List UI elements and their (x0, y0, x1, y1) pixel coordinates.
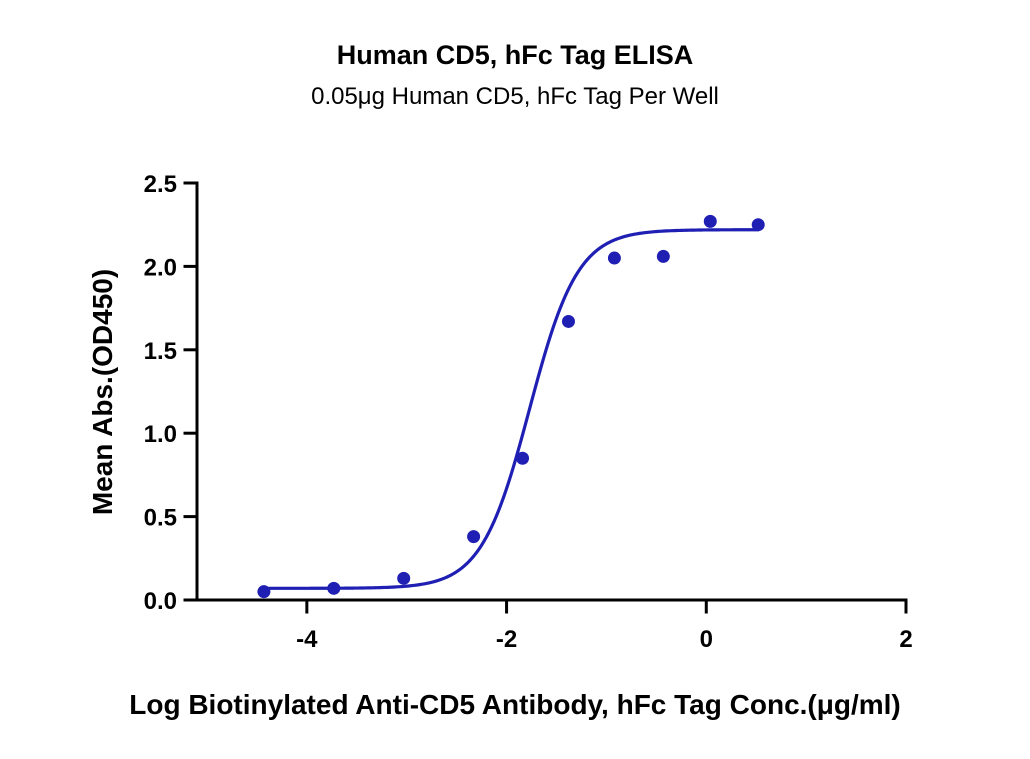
chart-title: Human CD5, hFc Tag ELISA (337, 40, 694, 70)
data-point (257, 585, 271, 599)
y-tick-label: 2.0 (144, 254, 177, 281)
x-tick-label: 2 (899, 626, 912, 653)
x-tick-label: -4 (296, 626, 318, 653)
x-axis-title: Log Biotinylated Anti-CD5 Antibody, hFc … (129, 689, 901, 720)
x-tick-label: -2 (496, 626, 517, 653)
y-tick-label: 0.5 (144, 505, 177, 532)
data-point (751, 218, 765, 232)
y-tick-label: 2.5 (144, 171, 177, 198)
y-tick-label: 1.5 (144, 338, 177, 365)
data-points-layer (257, 214, 765, 599)
x-tick-label: 0 (700, 626, 713, 653)
data-point (327, 581, 341, 595)
fit-curve (262, 228, 760, 590)
data-point (703, 214, 717, 228)
y-tick-label: 1.0 (144, 421, 177, 448)
y-tick-label: 0.0 (144, 588, 177, 615)
data-point (656, 249, 670, 263)
data-point (607, 251, 621, 265)
data-point (467, 530, 481, 544)
fit-curve-layer (262, 228, 760, 590)
data-point (516, 451, 530, 465)
data-point (397, 571, 411, 585)
y-axis-title: Mean Abs.(OD450) (87, 269, 118, 515)
data-point (561, 314, 575, 328)
axes: 0.0 0.5 1.0 1.5 2.0 2.5 -4 -2 0 2 (144, 171, 913, 653)
chart-subtitle: 0.05μg Human CD5, hFc Tag Per Well (311, 83, 719, 110)
